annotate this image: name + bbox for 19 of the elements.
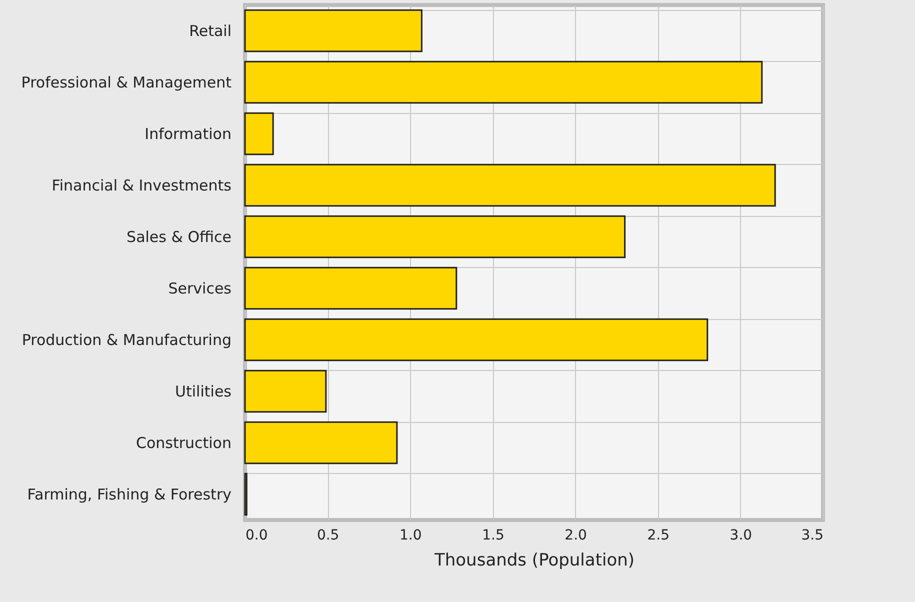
y-tick-label: Sales & Office (126, 228, 232, 246)
y-tick-label: Production & Manufacturing (22, 330, 232, 349)
x-tick-label: 3.0 (730, 528, 752, 544)
x-tick-label: 0.0 (246, 528, 268, 544)
y-tick-label: Professional & Management (21, 73, 232, 92)
y-tick-label: Financial & Investments (52, 176, 232, 194)
x-tick-label: 0.5 (316, 528, 340, 544)
x-tick-label: 3.5 (801, 528, 824, 544)
y-tick-label: Retail (189, 22, 232, 40)
y-tick-label: Services (168, 279, 232, 298)
x-tick-label: 1.5 (482, 528, 504, 544)
y-tick-label: Utilities (175, 382, 232, 400)
x-axis-title: Thousands (Population) (433, 550, 635, 570)
y-tick-label: Information (144, 124, 232, 143)
y-tick-label: Farming, Fishing & Forestry (27, 485, 232, 504)
x-tick-label: 2.5 (647, 528, 670, 544)
x-tick-label: 2.0 (564, 528, 587, 544)
x-tick-label: 1.0 (400, 528, 422, 544)
y-tick-label: Construction (136, 434, 232, 452)
